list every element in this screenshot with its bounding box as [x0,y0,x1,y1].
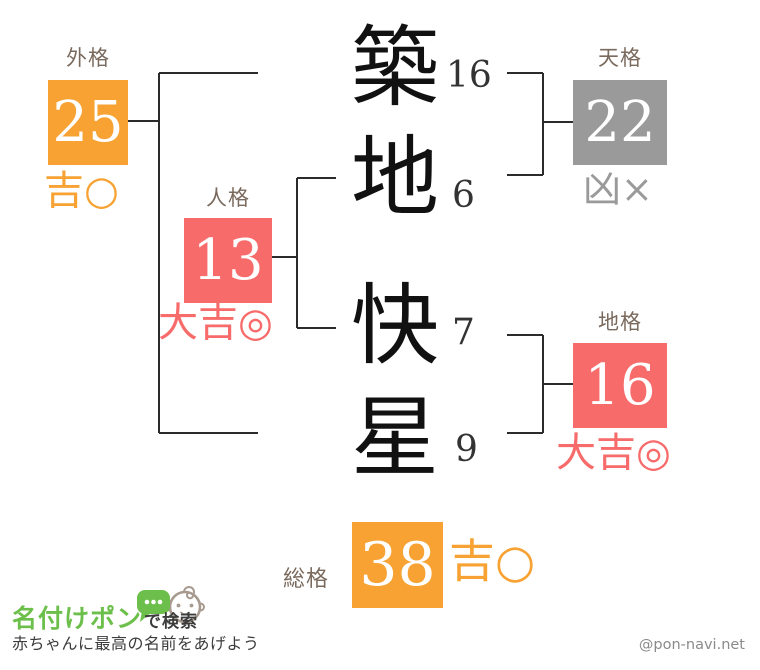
soukaku-value: 38 [359,530,436,600]
tenkaku-score-box: 22 [573,80,667,165]
stroke-count-3: 7 [452,312,475,353]
soukaku-score-box: 38 [352,522,443,608]
tenkaku-value: 22 [584,89,656,155]
jinkaku-score-box: 13 [184,218,272,303]
gaikaku-score-box: 25 [48,80,128,165]
name-char-1: 築 [350,16,439,119]
chikaku-label: 地格 [598,310,642,334]
credit: @pon-navi.net [638,637,745,653]
chikaku-value: 16 [584,352,656,418]
soukaku-label: 総格 [283,567,330,592]
speech-bubble-icon [137,590,170,622]
gaikaku-value: 25 [52,89,124,155]
tagline: 赤ちゃんに最高の名前をあげよう [12,634,260,653]
baby-icon [165,586,205,624]
logo-suffix: で検索 [144,612,199,632]
name-char-4: 星 [350,386,439,489]
stroke-count-1: 16 [446,55,492,96]
jinkaku-label: 人格 [206,186,250,210]
logo-icons [137,586,205,624]
stroke-count-2: 6 [452,175,475,216]
logo-lockup: 名付けポン で検索 [12,599,198,635]
tenkaku-rating: 凶× [583,167,653,211]
logo-text: 名付けポン [12,604,143,633]
stroke-count-4: 9 [455,429,478,470]
name-char-3: 快 [350,274,439,377]
jinkaku-value: 13 [192,227,264,293]
gaikaku-rating: 吉○ [44,168,119,214]
soukaku-rating: 吉○ [449,534,536,588]
name-char-2: 地 [350,126,439,229]
chikaku-score-box: 16 [573,343,667,428]
tenkaku-label: 天格 [598,46,642,70]
jinkaku-rating: 大吉◎ [158,300,273,346]
gaikaku-label: 外格 [66,46,110,70]
chikaku-rating: 大吉◎ [556,430,671,476]
